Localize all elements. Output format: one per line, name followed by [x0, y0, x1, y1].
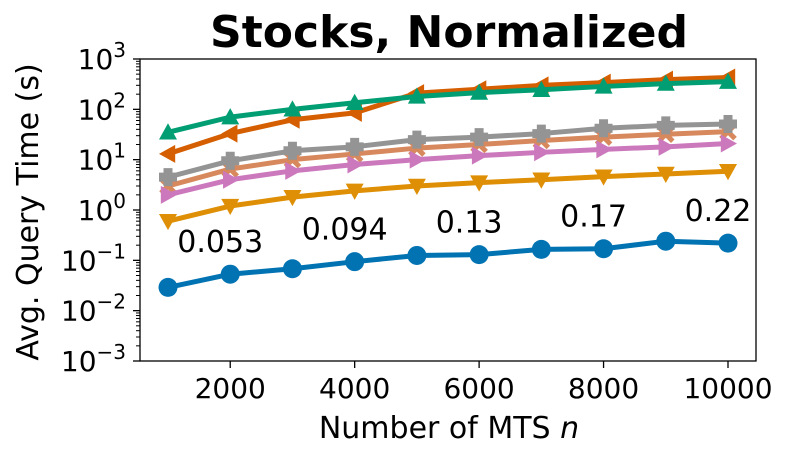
y-tick-label: 103 [78, 38, 126, 76]
data-point [658, 137, 675, 156]
data-point [532, 172, 551, 189]
data-point [470, 175, 489, 192]
data-point [594, 77, 613, 94]
y-tick-label: 102 [78, 88, 126, 126]
data-point [470, 83, 489, 100]
y-tick-label: 101 [78, 139, 126, 177]
data-point [594, 239, 614, 259]
data-point [596, 140, 613, 159]
x-axis-label: Number of MTS n [319, 411, 579, 446]
data-point [720, 134, 737, 153]
data-point [283, 189, 302, 207]
data-label: 0.053 [177, 225, 263, 260]
data-point [345, 183, 364, 200]
y-tick-label: 100 [78, 189, 126, 227]
chart-title: Stocks, Normalized [210, 7, 688, 58]
data-point [407, 245, 427, 265]
data-point [534, 143, 551, 162]
y-tick-label: 10−3 [61, 340, 126, 378]
data-point [159, 168, 177, 187]
data-point [159, 123, 177, 140]
series-line [167, 121, 729, 180]
data-point [347, 155, 364, 174]
x-tick-label: 2000 [195, 372, 266, 405]
data-point [531, 239, 551, 259]
data-point [656, 231, 676, 251]
data-point [719, 115, 737, 134]
data-point [221, 108, 240, 125]
data-point [282, 259, 302, 279]
data-point [718, 233, 738, 253]
series-s_pink_right [160, 134, 737, 204]
data-point [160, 185, 177, 204]
series-s_orange_down [159, 164, 737, 231]
series-line [167, 238, 729, 290]
series-s_gray_plus [159, 115, 737, 187]
plot-area: 2000 4000 6000 8000 10000 10−3 10−2 10−1 100 101 1… [61, 38, 773, 405]
data-label: 0.17 [560, 200, 627, 235]
data-point [221, 124, 238, 143]
data-point [345, 93, 364, 110]
series-line [167, 168, 729, 224]
data-point [471, 146, 489, 165]
x-tick-label: 10000 [683, 372, 772, 405]
data-point [532, 124, 551, 143]
data-point [656, 166, 675, 183]
y-axis-label: Avg. Query Time (s) [11, 63, 46, 360]
data-point [719, 164, 737, 181]
data-point [221, 198, 240, 216]
x-tick-label: 4000 [319, 372, 390, 405]
data-point [407, 87, 426, 104]
data-point [719, 72, 737, 89]
data-point [345, 137, 364, 156]
data-label: 0.094 [302, 213, 388, 248]
data-point [158, 277, 178, 297]
data-point [221, 151, 240, 170]
data-point [283, 141, 302, 160]
data-point [159, 144, 176, 163]
series-line [167, 129, 729, 189]
data-point [220, 264, 240, 284]
data-point [407, 130, 426, 149]
data-point [345, 252, 365, 272]
data-point [223, 170, 240, 189]
data-point [407, 178, 426, 195]
series-s_green_up [159, 72, 737, 140]
data-point [594, 169, 613, 186]
series-line [167, 79, 729, 135]
data-point [409, 150, 426, 169]
data-label: 0.13 [436, 206, 503, 241]
data-point [594, 119, 613, 138]
y-tick-label: 10−2 [61, 290, 126, 328]
data-point [656, 116, 675, 135]
data-point [470, 128, 489, 147]
data-point [283, 100, 302, 117]
series-line [167, 74, 729, 157]
x-tick-label: 8000 [568, 372, 639, 405]
x-tick-label: 6000 [443, 372, 514, 405]
data-point [285, 161, 302, 180]
data-label: 0.22 [685, 194, 752, 229]
series-line [167, 140, 729, 198]
series-s_blue_circle [158, 231, 738, 297]
data-point [469, 245, 489, 265]
y-tick-label: 10−1 [61, 239, 126, 277]
data-point [656, 74, 675, 91]
data-point [159, 213, 177, 231]
data-point [532, 80, 551, 97]
